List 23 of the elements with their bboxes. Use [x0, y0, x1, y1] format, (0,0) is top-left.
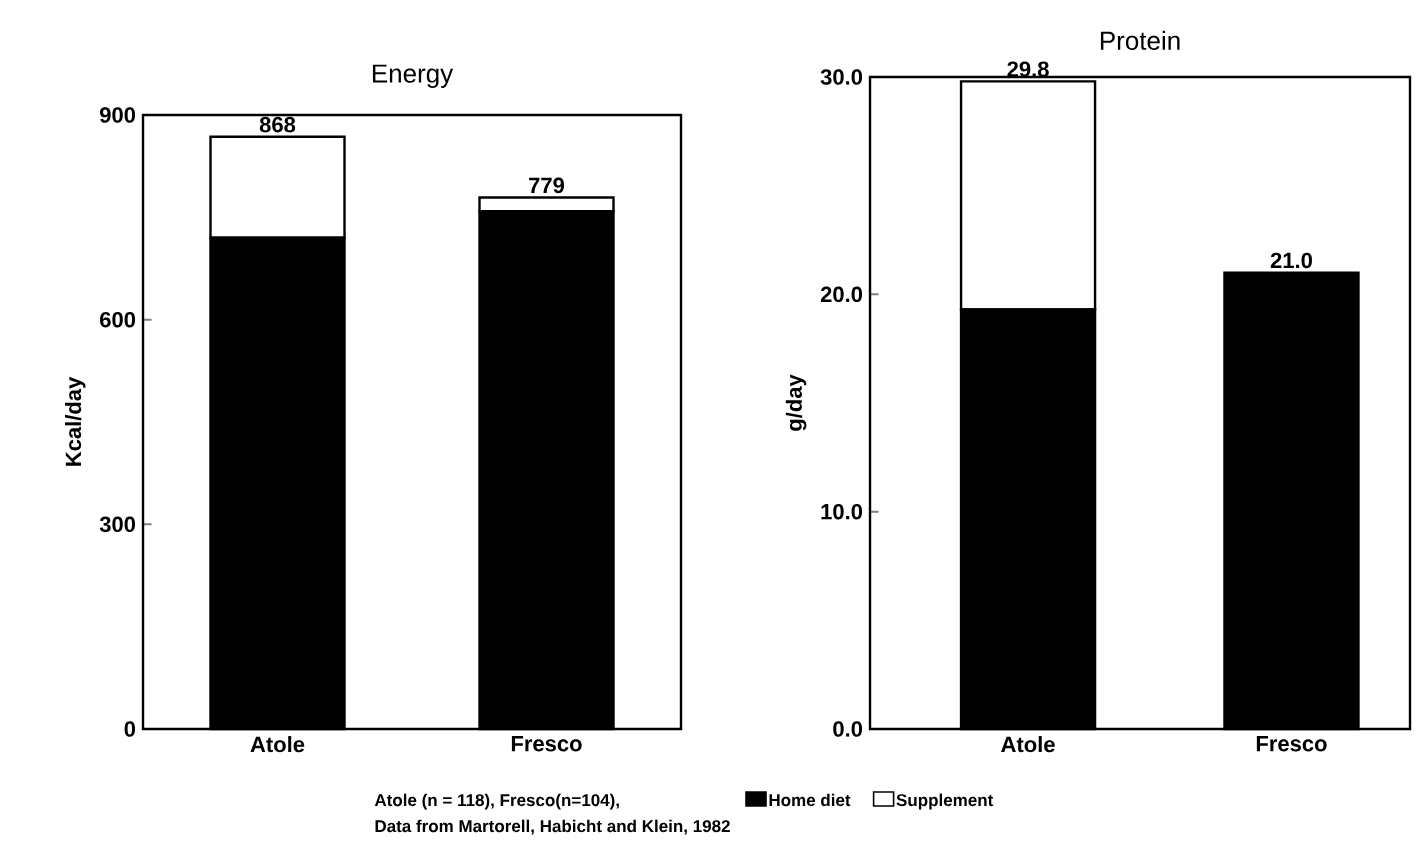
- y-tick-label: 20.0: [820, 286, 863, 303]
- total-label: 21.0: [1270, 252, 1312, 269]
- y-tick-label: 0.0: [833, 721, 863, 737]
- x-tick-label: Atole: [1001, 736, 1055, 753]
- y-tick-label: 10.0: [821, 503, 863, 520]
- y-tick-label: 600: [100, 311, 136, 328]
- chart-title: Protein: [1100, 30, 1180, 50]
- x-tick-label: Fresco: [1256, 736, 1327, 752]
- x-tick-label: Fresco: [511, 736, 582, 752]
- y-tick-label: 0: [124, 721, 136, 737]
- legend-label: Home diet: [769, 793, 851, 807]
- total-label: 779: [529, 177, 565, 194]
- y-tick-label: 300: [99, 516, 136, 533]
- y-axis-title: g/day: [785, 374, 807, 431]
- text: Data from Martorell, Habicht and Klein, 1982: [375, 819, 730, 835]
- y-tick-label: 30.0: [820, 69, 863, 85]
- y-tick-label: 900: [99, 107, 136, 123]
- text: Atole (n = 118), Fresco(n=104),: [374, 793, 619, 810]
- x-tick-label: Atole: [250, 736, 305, 753]
- total-label: 868: [259, 116, 296, 133]
- chart-title: Energy: [372, 64, 454, 88]
- legend-label: Supplement: [896, 793, 994, 810]
- y-axis-title: Kcal/day: [65, 376, 86, 466]
